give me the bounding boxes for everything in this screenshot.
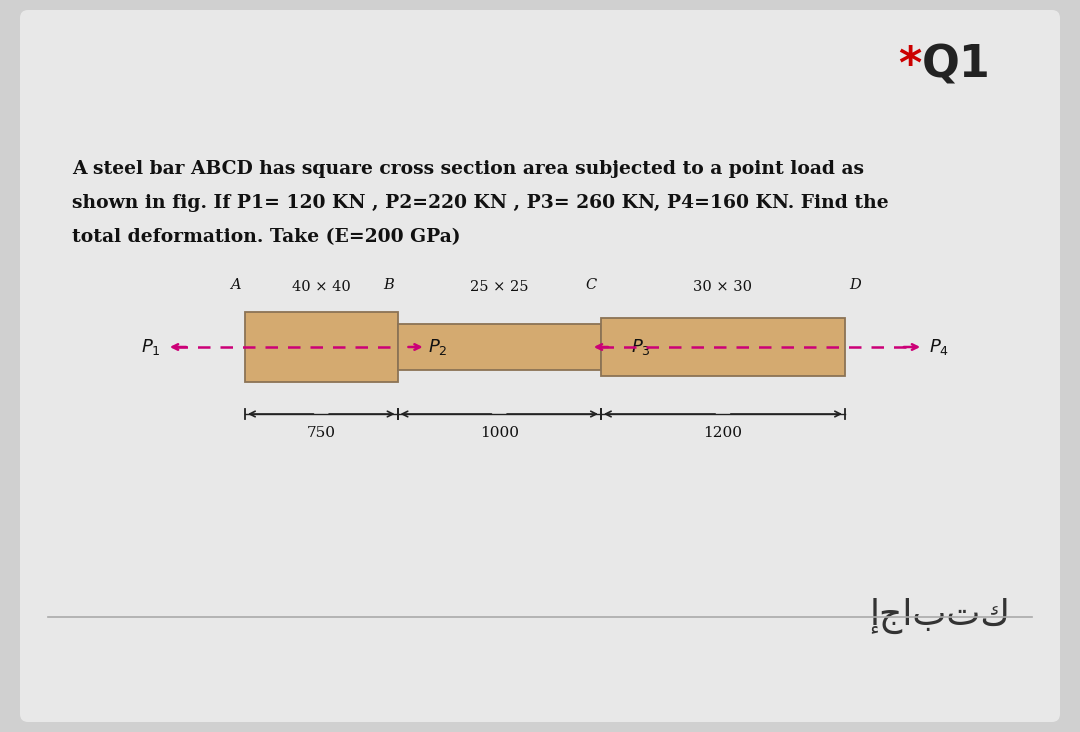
Bar xyxy=(245,312,397,382)
Text: 30 × 30: 30 × 30 xyxy=(693,280,753,294)
Text: Q1: Q1 xyxy=(922,44,990,87)
Bar xyxy=(397,324,600,370)
Text: A: A xyxy=(230,278,241,292)
Text: 25 × 25: 25 × 25 xyxy=(470,280,528,294)
Text: $P_4$: $P_4$ xyxy=(929,337,949,357)
Text: 1200: 1200 xyxy=(703,426,742,440)
Text: 40 × 40: 40 × 40 xyxy=(292,280,351,294)
Text: D: D xyxy=(849,278,861,292)
Text: $P_1$: $P_1$ xyxy=(141,337,161,357)
Text: $P_3$: $P_3$ xyxy=(631,337,651,357)
Bar xyxy=(600,318,845,376)
Text: total deformation. Take (E=200 GPa): total deformation. Take (E=200 GPa) xyxy=(72,228,460,246)
Text: 1000: 1000 xyxy=(480,426,518,440)
FancyBboxPatch shape xyxy=(21,10,1059,722)
Text: *: * xyxy=(897,44,921,87)
Text: B: B xyxy=(382,278,393,292)
Text: $P_2$: $P_2$ xyxy=(428,337,447,357)
Text: A steel bar ABCD has square cross section area subjected to a point load as: A steel bar ABCD has square cross sectio… xyxy=(72,160,864,178)
Text: 750: 750 xyxy=(307,426,336,440)
Text: shown in fig. If P1= 120 KN , P2=220 KN , P3= 260 KN, P4=160 KN. Find the: shown in fig. If P1= 120 KN , P2=220 KN … xyxy=(72,194,889,212)
Text: C: C xyxy=(585,278,597,292)
Text: إجابتك: إجابتك xyxy=(869,598,1010,634)
